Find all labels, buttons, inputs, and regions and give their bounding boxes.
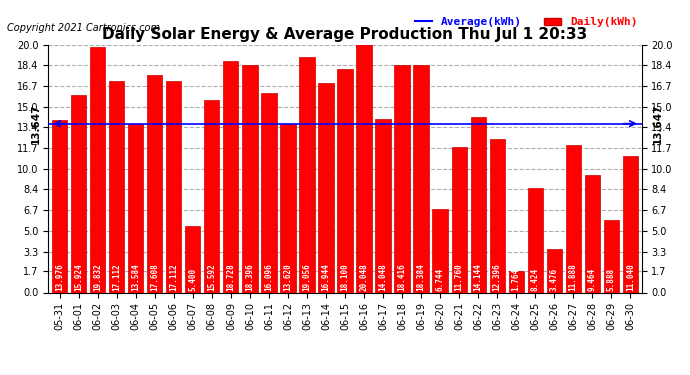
- Text: 1.764: 1.764: [512, 268, 521, 291]
- Text: 17.112: 17.112: [112, 264, 121, 291]
- Bar: [471, 117, 486, 292]
- Text: 3.476: 3.476: [550, 268, 559, 291]
- Text: 19.832: 19.832: [93, 264, 102, 291]
- Bar: [451, 147, 466, 292]
- Text: 17.112: 17.112: [169, 264, 178, 291]
- Text: 12.396: 12.396: [493, 264, 502, 291]
- Text: 13.620: 13.620: [284, 264, 293, 291]
- Text: 11.888: 11.888: [569, 264, 578, 291]
- Text: 5.400: 5.400: [188, 268, 197, 291]
- Title: Daily Solar Energy & Average Production Thu Jul 1 20:33: Daily Solar Energy & Average Production …: [102, 27, 588, 42]
- Bar: [166, 81, 181, 292]
- Bar: [224, 61, 239, 292]
- Text: 8.424: 8.424: [531, 268, 540, 291]
- Bar: [242, 65, 257, 292]
- Text: 13.647: 13.647: [30, 104, 41, 144]
- Bar: [413, 65, 428, 292]
- Bar: [357, 44, 372, 292]
- Bar: [509, 271, 524, 292]
- Text: 13.647: 13.647: [653, 104, 663, 144]
- Text: 15.592: 15.592: [208, 264, 217, 291]
- Bar: [280, 124, 295, 292]
- Text: 9.464: 9.464: [588, 268, 597, 291]
- Text: 14.144: 14.144: [473, 264, 482, 291]
- Bar: [109, 81, 124, 292]
- Bar: [489, 139, 505, 292]
- Bar: [128, 124, 144, 292]
- Bar: [204, 99, 219, 292]
- Bar: [584, 176, 600, 292]
- Text: 18.384: 18.384: [417, 264, 426, 291]
- Text: 11.760: 11.760: [455, 264, 464, 291]
- Bar: [528, 188, 543, 292]
- Text: Copyright 2021 Cartronics.com: Copyright 2021 Cartronics.com: [7, 23, 160, 33]
- Bar: [337, 69, 353, 292]
- Text: 17.608: 17.608: [150, 264, 159, 291]
- Text: 13.584: 13.584: [131, 264, 140, 291]
- Bar: [375, 118, 391, 292]
- Bar: [622, 156, 638, 292]
- Text: 11.040: 11.040: [626, 264, 635, 291]
- Bar: [52, 120, 68, 292]
- Bar: [546, 249, 562, 292]
- Text: 15.924: 15.924: [75, 264, 83, 291]
- Text: 13.976: 13.976: [55, 264, 64, 291]
- Text: 20.048: 20.048: [359, 264, 368, 291]
- Bar: [433, 209, 448, 292]
- Bar: [262, 93, 277, 292]
- Bar: [71, 96, 86, 292]
- Bar: [318, 83, 333, 292]
- Text: 18.100: 18.100: [340, 264, 350, 291]
- Text: 18.728: 18.728: [226, 264, 235, 291]
- Text: 16.096: 16.096: [264, 264, 273, 291]
- Text: 19.056: 19.056: [302, 264, 311, 291]
- Legend: Average(kWh), Daily(kWh): Average(kWh), Daily(kWh): [411, 13, 642, 32]
- Bar: [604, 220, 619, 292]
- Bar: [147, 75, 162, 292]
- Text: 18.416: 18.416: [397, 264, 406, 291]
- Text: 18.396: 18.396: [246, 264, 255, 291]
- Text: 5.888: 5.888: [607, 268, 615, 291]
- Bar: [185, 226, 201, 292]
- Bar: [90, 47, 106, 292]
- Bar: [395, 64, 410, 292]
- Bar: [566, 146, 581, 292]
- Bar: [299, 57, 315, 292]
- Text: 16.944: 16.944: [322, 264, 331, 291]
- Text: 6.744: 6.744: [435, 268, 444, 291]
- Text: 14.048: 14.048: [379, 264, 388, 291]
